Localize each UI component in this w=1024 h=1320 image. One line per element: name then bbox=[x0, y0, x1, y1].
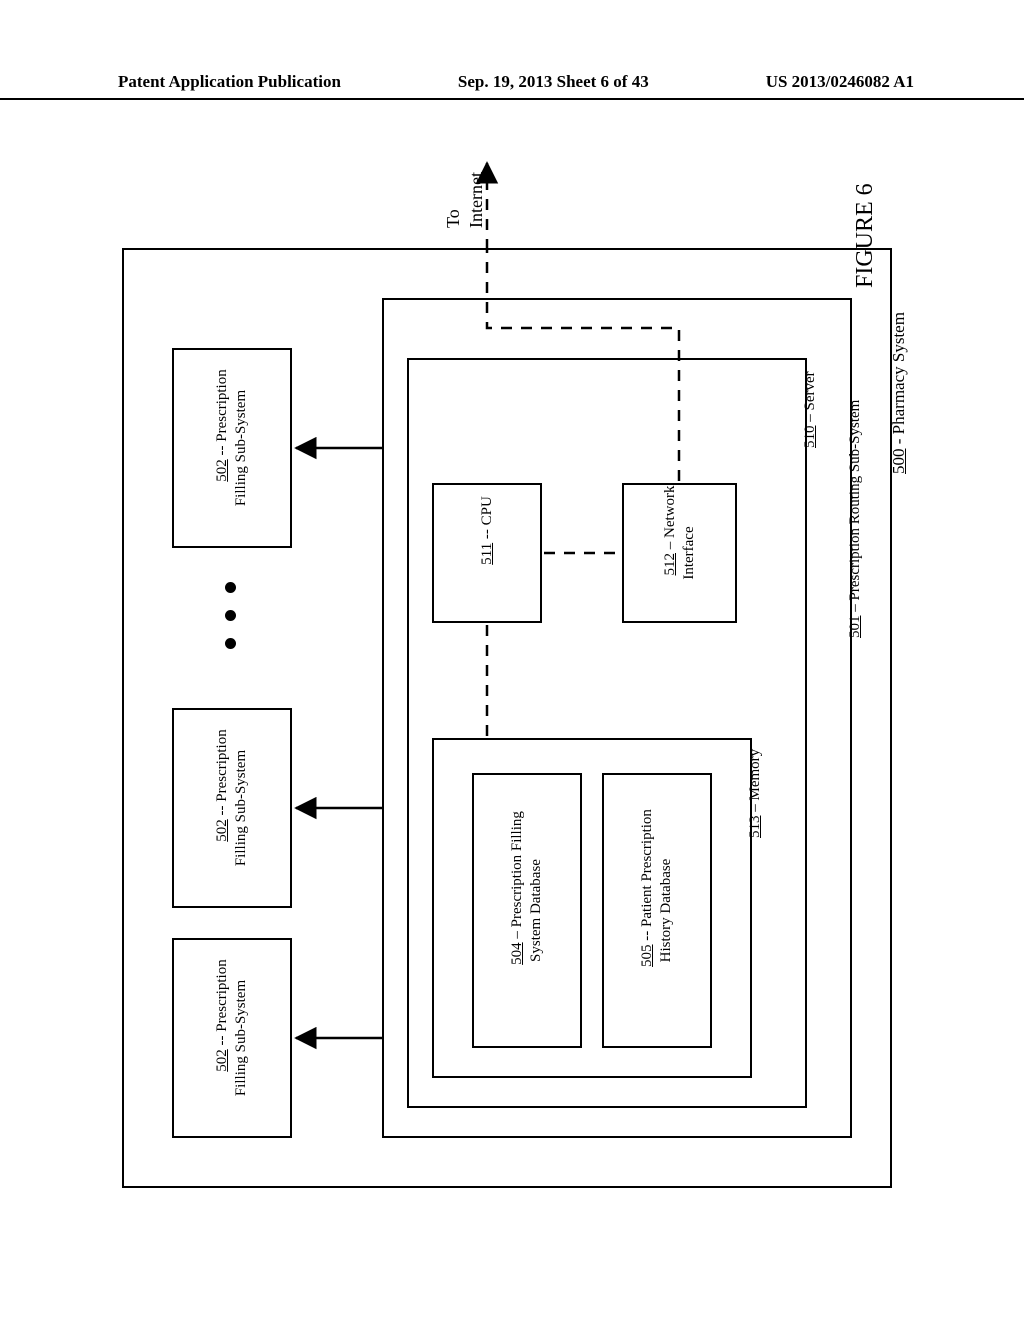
block-filling-subsystem-3: 502 -- Prescription Filling Sub-System bbox=[172, 348, 292, 548]
text-server: – Server bbox=[802, 371, 818, 425]
diagram-landscape: 500 - Pharmacy System 501 – Prescription… bbox=[112, 138, 902, 1198]
header-right: US 2013/0246082 A1 bbox=[766, 72, 914, 92]
text-routing-subsystem: – Prescription Routing Sub-System bbox=[847, 400, 863, 616]
ref-512: 512 bbox=[662, 553, 678, 576]
block-filling-subsystem-1: 502 -- Prescription Filling Sub-System bbox=[172, 938, 292, 1138]
label-filling-sys-db: 504 – Prescription Filling System Databa… bbox=[474, 775, 580, 1046]
header-row: Patent Application Publication Sep. 19, … bbox=[0, 72, 1024, 92]
ref-504: 504 bbox=[509, 942, 525, 965]
block-network-interface: 512 – Network Interface bbox=[622, 483, 737, 623]
text-filling-sys-db: – Prescription Filling System Database bbox=[509, 811, 544, 962]
ellipsis-dot-icon bbox=[225, 638, 236, 649]
label-filling-subsystem-2: 502 -- Prescription Filling Sub-System bbox=[174, 710, 290, 906]
block-filling-sys-db: 504 – Prescription Filling System Databa… bbox=[472, 773, 582, 1048]
text-memory: – Memory bbox=[747, 749, 763, 816]
label-filling-subsystem-1: 502 -- Prescription Filling Sub-System bbox=[174, 940, 290, 1136]
header-left: Patent Application Publication bbox=[118, 72, 341, 92]
label-server: 510 – Server bbox=[782, 371, 838, 478]
ref-502b: 502 bbox=[214, 819, 230, 842]
page-header: Patent Application Publication Sep. 19, … bbox=[0, 72, 1024, 100]
label-cpu: 511 -- CPU bbox=[434, 485, 540, 621]
ellipsis-dot-icon bbox=[225, 610, 236, 621]
label-network-interface: 512 – Network Interface bbox=[624, 485, 735, 621]
block-filling-subsystem-2: 502 -- Prescription Filling Sub-System bbox=[172, 708, 292, 908]
label-patient-history-db: 505 -- Patient Prescription History Data… bbox=[604, 775, 710, 1046]
ref-500: 500 bbox=[889, 449, 908, 475]
ref-510: 510 bbox=[802, 426, 818, 449]
text-filling-subsystem-3: -- Prescription Filling Sub-System bbox=[214, 369, 249, 506]
text-filling-subsystem-1: -- Prescription Filling Sub-System bbox=[214, 959, 249, 1096]
label-memory: 513 – Memory bbox=[727, 749, 783, 868]
label-to-internet: To Internet bbox=[442, 172, 487, 228]
diagram-stage: 500 - Pharmacy System 501 – Prescription… bbox=[112, 138, 902, 1198]
ellipsis-dot-icon bbox=[225, 582, 236, 593]
block-cpu: 511 -- CPU bbox=[432, 483, 542, 623]
block-patient-history-db: 505 -- Patient Prescription History Data… bbox=[602, 773, 712, 1048]
ref-505: 505 bbox=[639, 944, 655, 967]
text-filling-subsystem-2: -- Prescription Filling Sub-System bbox=[214, 729, 249, 866]
text-pharmacy-system: - Pharmacy System bbox=[889, 312, 908, 448]
page: Patent Application Publication Sep. 19, … bbox=[0, 0, 1024, 1320]
ref-502c: 502 bbox=[214, 459, 230, 482]
header-center: Sep. 19, 2013 Sheet 6 of 43 bbox=[458, 72, 649, 92]
figure-caption: FIGURE 6 bbox=[852, 183, 879, 288]
label-filling-subsystem-3: 502 -- Prescription Filling Sub-System bbox=[174, 350, 290, 546]
ref-513: 513 bbox=[747, 816, 763, 839]
ref-501: 501 bbox=[847, 616, 863, 639]
text-cpu: -- CPU bbox=[479, 496, 495, 543]
ref-502a: 502 bbox=[214, 1049, 230, 1072]
text-patient-history-db: -- Patient Prescription History Database bbox=[639, 809, 674, 962]
ref-511: 511 bbox=[479, 543, 495, 565]
